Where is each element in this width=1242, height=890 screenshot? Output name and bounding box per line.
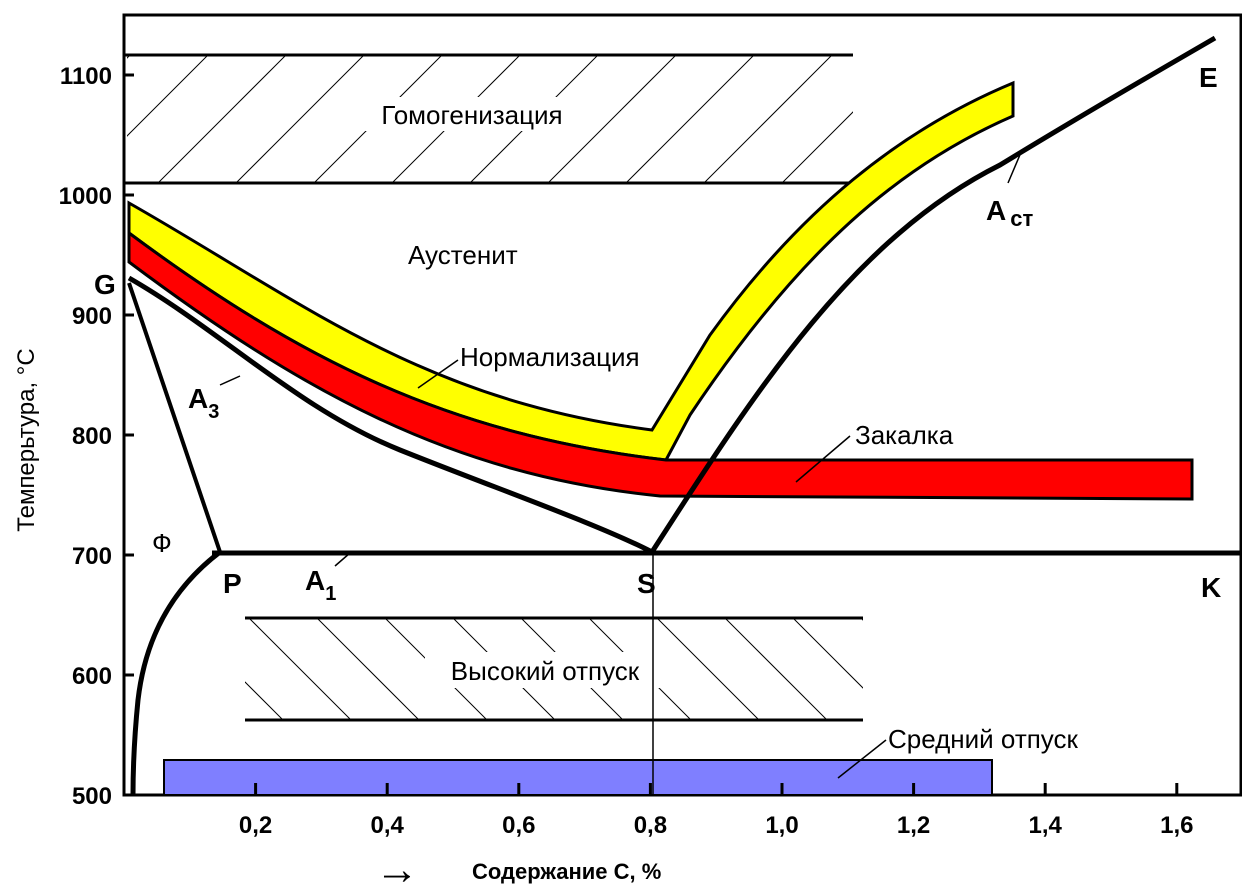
- point-k-label: K: [1201, 572, 1221, 603]
- x-tick-label: 0,8: [634, 812, 667, 839]
- y-tick-label: 500: [72, 783, 112, 810]
- y-axis-title: Темперьтура, °С: [13, 348, 40, 531]
- medium-tempering-leader: [837, 739, 887, 779]
- hatch-line: [724, 618, 828, 720]
- y-tick-label: 1100: [60, 63, 112, 90]
- hatch-line: [929, 618, 1031, 720]
- point-g-label: G: [94, 269, 116, 300]
- y-tick-label: 1000: [59, 183, 112, 210]
- high-tempering-label: Высокий отпуск: [451, 656, 640, 686]
- y-tick-label: 700: [72, 543, 112, 570]
- ferrite-label: Ф: [152, 528, 172, 558]
- a3-line-gs: [127, 275, 654, 555]
- normalization-band: [127, 80, 1015, 462]
- hatch-line: [316, 618, 420, 720]
- a3-label: A3: [188, 383, 219, 423]
- x-tick-label: 1,2: [897, 812, 930, 839]
- hatch-line: [127, 55, 209, 137]
- x-axis-arrow: →: [375, 845, 419, 890]
- y-tick-label: 600: [72, 663, 112, 690]
- acm-line-se: [649, 35, 1217, 554]
- hatch-line: [157, 55, 287, 183]
- y-tick-label: 900: [72, 303, 112, 330]
- homogenization-label: Гомогенизация: [381, 100, 562, 130]
- hatch-line: [656, 618, 760, 720]
- point-e-label: E: [1199, 62, 1218, 93]
- x-tick-label: 1,4: [1029, 812, 1063, 839]
- hardening-leader: [795, 435, 851, 483]
- x-tick-label: 1,0: [765, 812, 798, 839]
- pq-line: [130, 550, 222, 796]
- hatch-line: [235, 55, 365, 183]
- x-tick-label: 0,2: [239, 812, 272, 839]
- x-axis: 0,2 0,4 0,6 0,8 1,0 1,2 1,4 1,6: [239, 783, 1193, 839]
- hatch-line: [547, 55, 677, 183]
- hatch-line: [0, 55, 52, 183]
- a1-label: A1: [305, 565, 336, 605]
- normalization-leader: [417, 359, 459, 389]
- hatch-line: [860, 618, 863, 621]
- medium-tempering-label: Средний отпуск: [888, 724, 1079, 754]
- high-tempering-region: Высокий отпуск: [113, 616, 1031, 722]
- hatch-line: [792, 618, 863, 689]
- x-tick-label: 0,4: [371, 812, 405, 839]
- x-tick-label: 1,6: [1160, 812, 1193, 839]
- a1-leader: [334, 552, 351, 567]
- hatch-line: [245, 681, 284, 720]
- point-p-label: P: [223, 568, 242, 599]
- y-axis: 500 600 700 800 900 1000 1100: [59, 63, 134, 810]
- austenite-label: Аустенит: [408, 240, 518, 270]
- y-tick-label: 800: [72, 423, 112, 450]
- hatch-line: [703, 55, 833, 183]
- hatch-line: [248, 618, 352, 720]
- gp-line: [127, 282, 222, 553]
- x-tick-label: 0,6: [502, 812, 535, 839]
- homogenization-region: Гомогенизация: [0, 53, 853, 185]
- hardening-band: [127, 230, 1194, 501]
- point-s-label: S: [637, 568, 656, 599]
- x-axis-title: Содержание С, %: [472, 859, 661, 884]
- hatch-line: [781, 111, 853, 183]
- a3-leader: [219, 375, 241, 386]
- medium-tempering-band: [163, 759, 993, 796]
- hatch-line: [625, 55, 755, 183]
- hatch-line: [113, 618, 215, 720]
- acm-leader: [1007, 149, 1023, 184]
- hardening-label: Закалка: [855, 420, 954, 450]
- normalization-label: Нормализация: [460, 342, 640, 372]
